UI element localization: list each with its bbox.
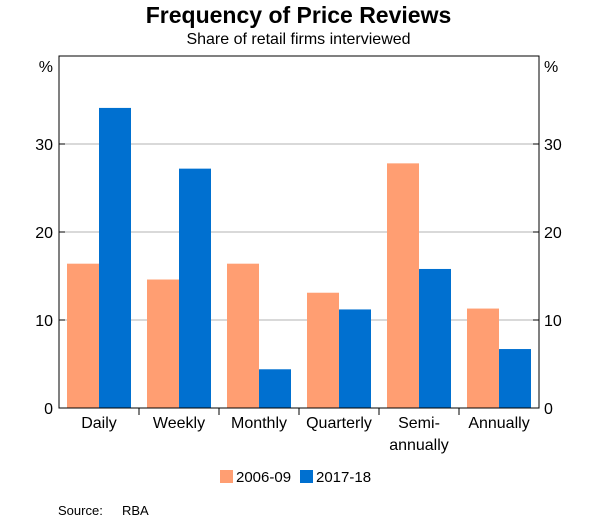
- bar-2006-09-0: [67, 263, 99, 408]
- y-tick-label-right: 0: [544, 401, 553, 418]
- y-tick-label-left: 30: [35, 137, 53, 154]
- chart-subtitle: Share of retail firms interviewed: [186, 31, 411, 48]
- y-unit-left: %: [39, 59, 53, 76]
- y-tick-label-right: 30: [544, 137, 562, 154]
- source-label: Source:: [58, 503, 103, 518]
- category-label: Semi-: [398, 415, 440, 432]
- bar-2017-18-2: [259, 369, 291, 408]
- bar-2017-18-1: [179, 168, 211, 408]
- bar-2017-18-5: [499, 349, 531, 408]
- category-label: Weekly: [153, 415, 205, 432]
- legend-swatch-2006-09: [220, 470, 233, 483]
- bar-chart: 0 0 10 10 20 20 30 30% % Daily Weekly Monthly Quarte…: [35, 55, 562, 486]
- y-tick-label-left: 0: [44, 401, 53, 418]
- category-label: Daily: [81, 415, 117, 432]
- y-tick-label-left: 20: [35, 225, 53, 242]
- bar-2006-09-5: [467, 308, 499, 408]
- category-label: Quarterly: [306, 415, 372, 432]
- legend-label: 2017-18: [316, 469, 371, 486]
- bar-2006-09-2: [227, 263, 259, 408]
- y-tick-label-left: 10: [35, 313, 53, 330]
- source-value: RBA: [122, 503, 149, 518]
- y-tick-label-right: 10: [544, 313, 562, 330]
- bar-2017-18-4: [419, 268, 451, 408]
- bar-2017-18-0: [99, 107, 131, 409]
- y-unit-right: %: [544, 59, 558, 76]
- y-tick-label-right: 20: [544, 225, 562, 242]
- bar-2006-09-3: [307, 292, 339, 408]
- source-note: Source: RBA: [58, 503, 149, 518]
- bar-2017-18-3: [339, 309, 371, 408]
- bar-2006-09-1: [147, 279, 179, 408]
- legend-label: 2006-09: [236, 469, 291, 486]
- chart-title: Frequency of Price Reviews: [145, 2, 452, 28]
- legend-swatch-2017-18: [300, 470, 313, 483]
- category-label: Annually: [468, 415, 529, 432]
- category-label: Monthly: [231, 415, 287, 432]
- bar-2006-09-4: [387, 163, 419, 408]
- category-label: annually: [389, 437, 449, 454]
- plot-frame: [58, 55, 540, 409]
